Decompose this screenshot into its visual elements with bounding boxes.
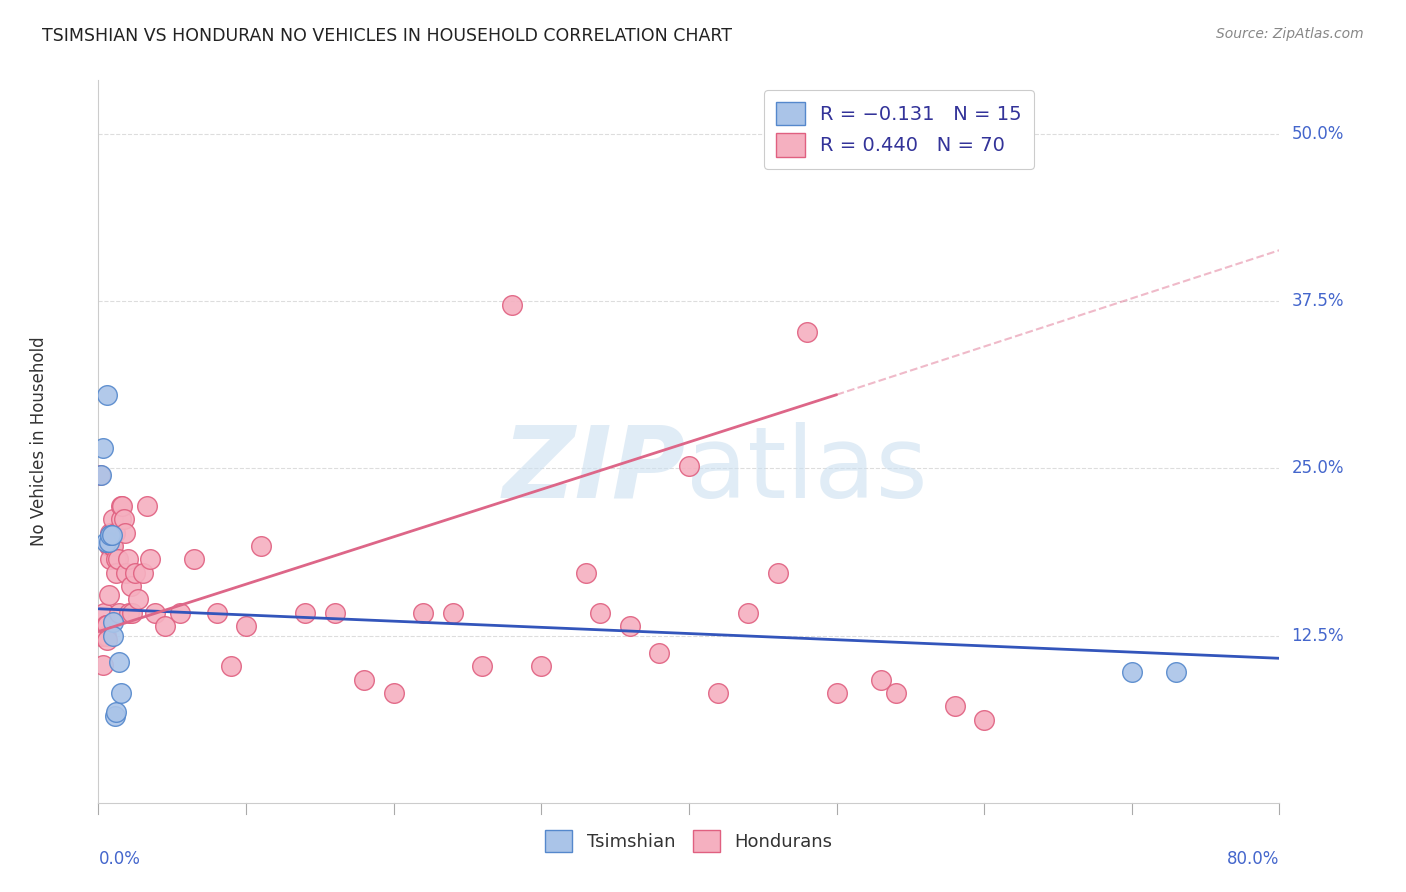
Point — [250, 539, 273, 553]
Text: 50.0%: 50.0% — [1291, 125, 1344, 143]
Point — [97, 534, 120, 549]
Point — [93, 606, 115, 620]
Text: No Vehicles in Household: No Vehicles in Household — [31, 336, 48, 547]
Point — [707, 686, 730, 700]
Point — [205, 606, 228, 620]
Point — [112, 512, 135, 526]
Point — [323, 606, 346, 620]
Point — [111, 499, 134, 513]
Point — [796, 325, 818, 339]
Point — [104, 708, 127, 723]
Point — [589, 606, 612, 620]
Point — [105, 552, 128, 566]
Point — [766, 566, 789, 580]
Point — [294, 606, 316, 620]
Point — [103, 615, 125, 630]
Point — [153, 619, 176, 633]
Point — [100, 539, 122, 553]
Point — [441, 606, 464, 620]
Point — [1166, 665, 1188, 679]
Point — [103, 512, 125, 526]
Legend: Tsimshian, Hondurans: Tsimshian, Hondurans — [538, 822, 839, 859]
Point — [143, 606, 166, 620]
Point — [127, 592, 149, 607]
Point — [884, 686, 907, 700]
Point — [737, 606, 759, 620]
Point — [114, 525, 136, 540]
Point — [110, 512, 132, 526]
Text: 37.5%: 37.5% — [1291, 292, 1344, 310]
Point — [110, 686, 132, 700]
Point — [221, 659, 243, 673]
Point — [870, 673, 893, 687]
Point — [103, 539, 125, 553]
Point — [110, 499, 132, 513]
Point — [118, 606, 141, 620]
Point — [353, 673, 375, 687]
Point — [96, 387, 118, 401]
Point — [648, 646, 671, 660]
Point — [97, 589, 120, 603]
Text: TSIMSHIAN VS HONDURAN NO VEHICLES IN HOUSEHOLD CORRELATION CHART: TSIMSHIAN VS HONDURAN NO VEHICLES IN HOU… — [42, 27, 733, 45]
Text: 12.5%: 12.5% — [1291, 626, 1344, 645]
Point — [235, 619, 257, 633]
Point — [841, 137, 863, 152]
Point — [91, 442, 114, 455]
Point — [90, 467, 112, 482]
Point — [120, 579, 142, 593]
Point — [94, 534, 117, 549]
Point — [575, 566, 598, 580]
Point — [501, 298, 523, 312]
Point — [96, 617, 118, 632]
Text: 80.0%: 80.0% — [1227, 849, 1279, 868]
Point — [94, 628, 117, 642]
Point — [124, 566, 146, 580]
Point — [108, 606, 131, 620]
Text: 0.0%: 0.0% — [98, 849, 141, 868]
Point — [90, 628, 112, 642]
Point — [169, 606, 191, 620]
Point — [132, 566, 155, 580]
Point — [825, 686, 848, 700]
Point — [412, 606, 434, 620]
Point — [471, 659, 494, 673]
Point — [100, 528, 122, 542]
Point — [117, 552, 139, 566]
Point — [382, 686, 405, 700]
Point — [105, 566, 128, 580]
Point — [914, 151, 936, 165]
Point — [943, 699, 966, 714]
Point — [98, 552, 121, 566]
Point — [530, 659, 553, 673]
Text: ZIP: ZIP — [503, 422, 686, 519]
Point — [121, 606, 143, 620]
Point — [104, 525, 127, 540]
Point — [115, 566, 138, 580]
Point — [183, 552, 205, 566]
Point — [619, 619, 641, 633]
Point — [98, 539, 121, 553]
Point — [89, 467, 111, 482]
Point — [139, 552, 162, 566]
Text: atlas: atlas — [686, 422, 928, 519]
Point — [973, 713, 995, 727]
Point — [100, 525, 122, 540]
Point — [103, 628, 125, 642]
Point — [108, 655, 131, 669]
Point — [98, 528, 121, 542]
Point — [91, 658, 114, 673]
Point — [98, 525, 121, 540]
Text: 25.0%: 25.0% — [1291, 459, 1344, 477]
Point — [107, 552, 129, 566]
Point — [94, 617, 117, 632]
Point — [105, 705, 128, 719]
Point — [97, 539, 120, 553]
Point — [96, 632, 118, 647]
Point — [678, 458, 700, 473]
Text: Source: ZipAtlas.com: Source: ZipAtlas.com — [1216, 27, 1364, 41]
Point — [136, 499, 159, 513]
Point — [1121, 665, 1143, 679]
